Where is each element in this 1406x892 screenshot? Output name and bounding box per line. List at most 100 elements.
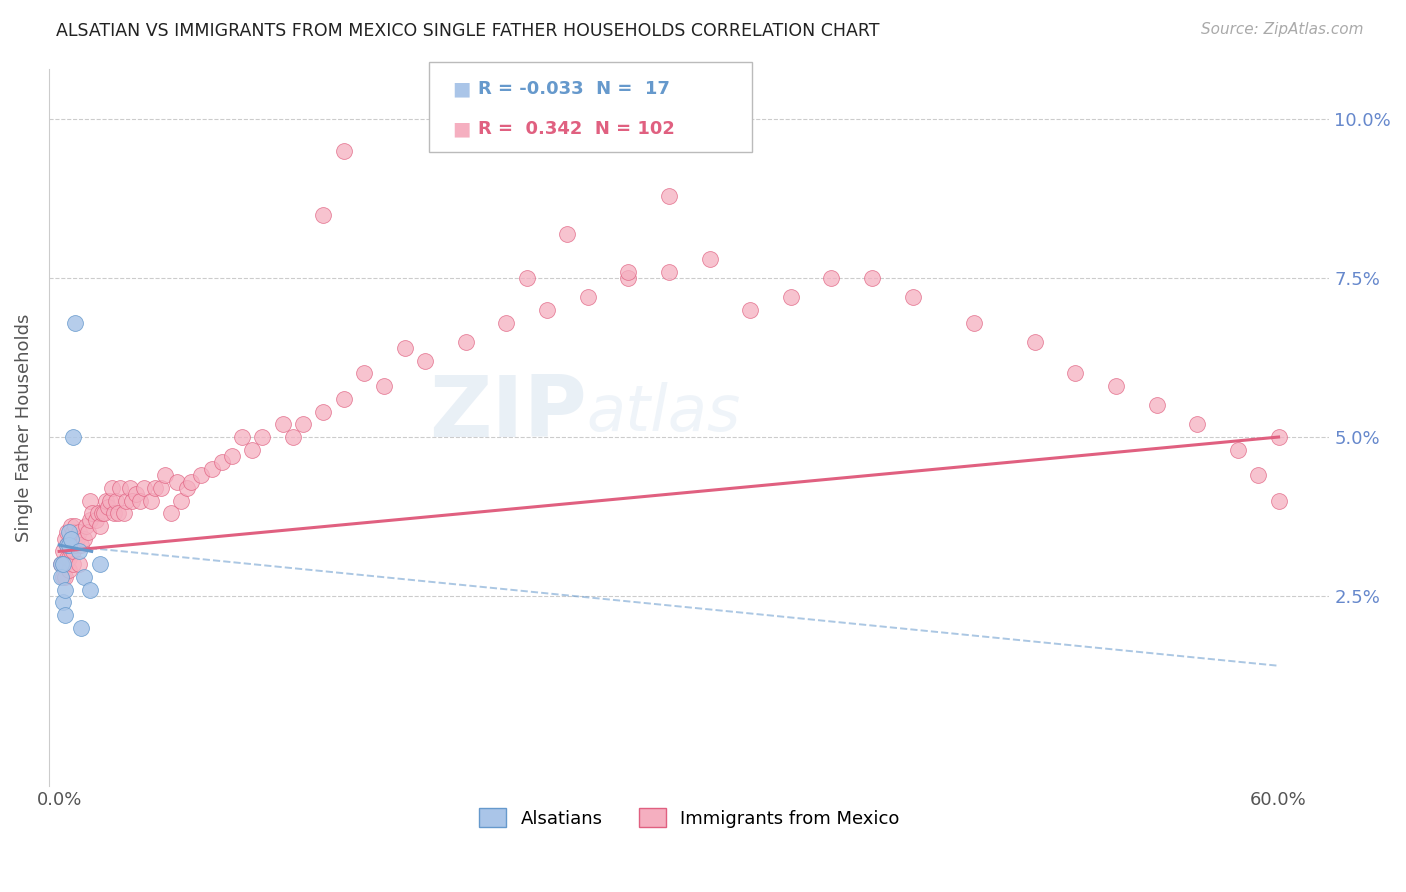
- Point: [1187, 417, 1209, 432]
- Point: [101, 481, 124, 495]
- Point: [820, 271, 842, 285]
- Point: [97, 500, 120, 514]
- Point: [108, 481, 131, 495]
- Point: [98, 493, 121, 508]
- Point: [125, 487, 148, 501]
- Point: [617, 265, 640, 279]
- Point: [1226, 442, 1249, 457]
- Point: [56, 538, 79, 552]
- Point: [62, 525, 84, 540]
- Point: [58, 538, 80, 552]
- Point: [394, 341, 416, 355]
- Point: [89, 519, 111, 533]
- Point: [56, 538, 79, 552]
- Point: [79, 493, 101, 508]
- Point: [353, 367, 375, 381]
- Point: [69, 557, 91, 571]
- Point: [860, 271, 883, 285]
- Point: [69, 525, 91, 540]
- Point: [312, 404, 335, 418]
- Point: [240, 442, 263, 457]
- Point: [292, 417, 315, 432]
- Point: [170, 493, 193, 508]
- Point: [658, 265, 681, 279]
- Point: [51, 557, 73, 571]
- Point: [80, 506, 103, 520]
- Point: [76, 525, 98, 540]
- Point: [271, 417, 294, 432]
- Legend: Alsatians, Immigrants from Mexico: Alsatians, Immigrants from Mexico: [471, 801, 907, 835]
- Point: [312, 208, 335, 222]
- Point: [51, 570, 73, 584]
- Text: R = -0.033  N =  17: R = -0.033 N = 17: [478, 80, 669, 98]
- Point: [53, 570, 76, 584]
- Point: [332, 144, 354, 158]
- Point: [454, 334, 477, 349]
- Point: [555, 227, 578, 241]
- Point: [779, 290, 801, 304]
- Point: [60, 544, 83, 558]
- Point: [69, 544, 91, 558]
- Point: [70, 538, 93, 552]
- Point: [79, 582, 101, 597]
- Point: [658, 188, 681, 202]
- Point: [58, 564, 80, 578]
- Point: [105, 493, 128, 508]
- Point: [66, 532, 89, 546]
- Point: [72, 570, 94, 584]
- Point: [252, 430, 274, 444]
- Point: [1024, 334, 1046, 349]
- Point: [160, 506, 183, 520]
- Point: [221, 449, 243, 463]
- Point: [740, 302, 762, 317]
- Point: [51, 557, 73, 571]
- Point: [200, 462, 222, 476]
- Point: [153, 468, 176, 483]
- Point: [90, 506, 112, 520]
- Point: [281, 430, 304, 444]
- Point: [52, 595, 75, 609]
- Point: [120, 481, 142, 495]
- Point: [901, 290, 924, 304]
- Point: [87, 506, 110, 520]
- Point: [617, 271, 640, 285]
- Point: [112, 506, 135, 520]
- Point: [72, 532, 94, 546]
- Text: Source: ZipAtlas.com: Source: ZipAtlas.com: [1201, 22, 1364, 37]
- Point: [65, 519, 87, 533]
- Point: [89, 557, 111, 571]
- Point: [576, 290, 599, 304]
- Point: [75, 519, 97, 533]
- Point: [1146, 398, 1168, 412]
- Point: [84, 513, 107, 527]
- Point: [107, 506, 129, 520]
- Point: [60, 519, 83, 533]
- Point: [58, 550, 80, 565]
- Point: [121, 493, 143, 508]
- Text: ZIP: ZIP: [429, 372, 586, 455]
- Point: [134, 481, 156, 495]
- Point: [1105, 379, 1128, 393]
- Text: ALSATIAN VS IMMIGRANTS FROM MEXICO SINGLE FATHER HOUSEHOLDS CORRELATION CHART: ALSATIAN VS IMMIGRANTS FROM MEXICO SINGL…: [56, 22, 880, 40]
- Point: [79, 513, 101, 527]
- Point: [94, 493, 117, 508]
- Point: [52, 544, 75, 558]
- Point: [166, 475, 188, 489]
- Point: [58, 538, 80, 552]
- Point: [413, 353, 436, 368]
- Point: [62, 557, 84, 571]
- Point: [53, 607, 76, 622]
- Point: [176, 481, 198, 495]
- Point: [70, 621, 93, 635]
- Point: [231, 430, 253, 444]
- Point: [53, 582, 76, 597]
- Point: [60, 532, 83, 546]
- Point: [149, 481, 172, 495]
- Point: [536, 302, 558, 317]
- Point: [699, 252, 721, 267]
- Text: ■: ■: [453, 120, 471, 139]
- Point: [332, 392, 354, 406]
- Y-axis label: Single Father Households: Single Father Households: [15, 313, 32, 541]
- Point: [93, 506, 115, 520]
- Point: [65, 538, 87, 552]
